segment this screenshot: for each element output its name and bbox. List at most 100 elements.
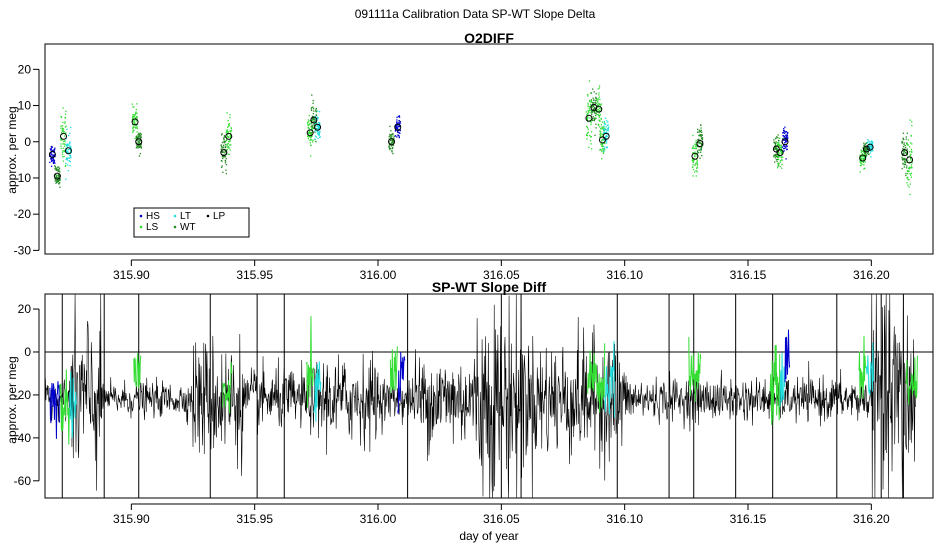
data-point-LT [605,135,607,138]
data-point-WT [906,151,908,153]
data-point-LS [599,149,601,151]
data-point-WT [313,117,315,119]
data-point-HS [398,116,401,118]
data-point-LS [587,120,589,123]
data-point-LS [60,127,62,129]
data-point-LS [587,104,589,106]
data-point-WT [138,132,140,135]
data-point-LS [781,151,783,153]
data-point-LS [590,148,593,150]
data-point-WT [775,159,778,161]
o2diff-y-tick-label: 10 [18,99,32,113]
data-point-LS [229,135,232,137]
data-point-LS [603,142,605,144]
data-point-LT [605,126,607,128]
data-point-LS [309,139,311,142]
data-point-LS [590,112,592,114]
slope-diff-x-axis-label: day of year [459,529,518,543]
data-point-LS [585,111,587,113]
data-point-WT [595,96,597,99]
data-point-LS [60,125,62,127]
data-point-HS [395,125,397,127]
data-point-LS [595,117,597,119]
data-point-WT [590,99,592,101]
series-mean-marker [585,114,593,122]
data-point-LS [601,140,603,142]
data-point-LS [777,152,779,154]
data-point-LT [69,161,72,163]
data-point-LS [307,124,310,126]
data-point-LT [604,117,607,119]
data-point-WT [592,104,594,107]
slope-diff-y-tick-label: -40 [14,431,32,445]
data-point-LT [602,132,605,134]
data-point-LS [601,127,603,129]
data-point-LT [866,141,869,143]
data-point-LS [600,128,602,130]
data-point-WT [865,147,867,149]
data-point-LS [586,93,589,96]
data-point-LS [694,143,696,145]
data-point-WT [778,152,780,154]
data-point-LS [590,121,592,124]
data-point-LS [695,147,697,149]
data-point-LT [67,149,70,151]
data-point-LS [136,126,138,128]
data-point-LS [585,134,588,136]
data-point-WT [312,112,314,115]
data-point-LT [318,122,320,125]
data-point-HS [783,132,786,134]
data-point-LT [65,158,67,161]
data-point-WT [865,146,867,149]
data-point-WT [389,147,391,150]
data-point-LS [590,120,592,123]
overlay-LS [587,343,606,413]
series-mean-marker [590,103,598,111]
data-point-LS [309,138,312,141]
data-point-LS [910,172,913,174]
data-point-LS [692,152,694,154]
data-point-LS [910,174,912,176]
data-point-LT [65,149,68,152]
data-point-WT [775,141,777,143]
legend-label-HS: HS [146,211,160,222]
data-point-LS [694,171,696,173]
data-point-HS [52,157,54,159]
data-point-LS [135,108,137,111]
data-point-WT [775,146,777,148]
data-point-LS [310,136,312,138]
data-point-WT [864,150,866,152]
data-point-LS [229,144,231,146]
data-point-LT [607,129,610,131]
data-point-WT [868,153,870,156]
data-point-LS [64,140,66,142]
data-point-LT [314,117,317,119]
o2diff-x-tick-label: 315.95 [236,268,273,282]
data-point-WT [140,147,142,149]
data-point-LS [586,113,589,115]
data-point-LS [590,143,592,145]
data-point-LS [131,123,134,126]
data-point-LS [601,144,604,146]
data-point-LS [133,106,135,108]
data-point-LS [695,141,697,144]
data-point-LT [69,154,71,157]
data-point-LS [586,118,589,121]
data-point-LT [69,142,71,144]
data-point-LS [226,112,228,114]
data-point-WT [595,123,597,125]
data-point-LS [859,171,861,173]
data-point-WT [315,114,318,117]
data-point-LT [67,151,69,153]
data-point-LS [864,161,866,163]
data-point-WT [140,140,142,142]
data-point-WT [775,147,777,149]
data-point-LT [314,135,317,137]
series-mean-marker [696,140,704,148]
data-point-LS [135,117,137,119]
data-point-HS [782,130,785,132]
data-point-WT [390,136,392,139]
data-point-HS [53,161,55,163]
data-point-WT [902,132,905,134]
